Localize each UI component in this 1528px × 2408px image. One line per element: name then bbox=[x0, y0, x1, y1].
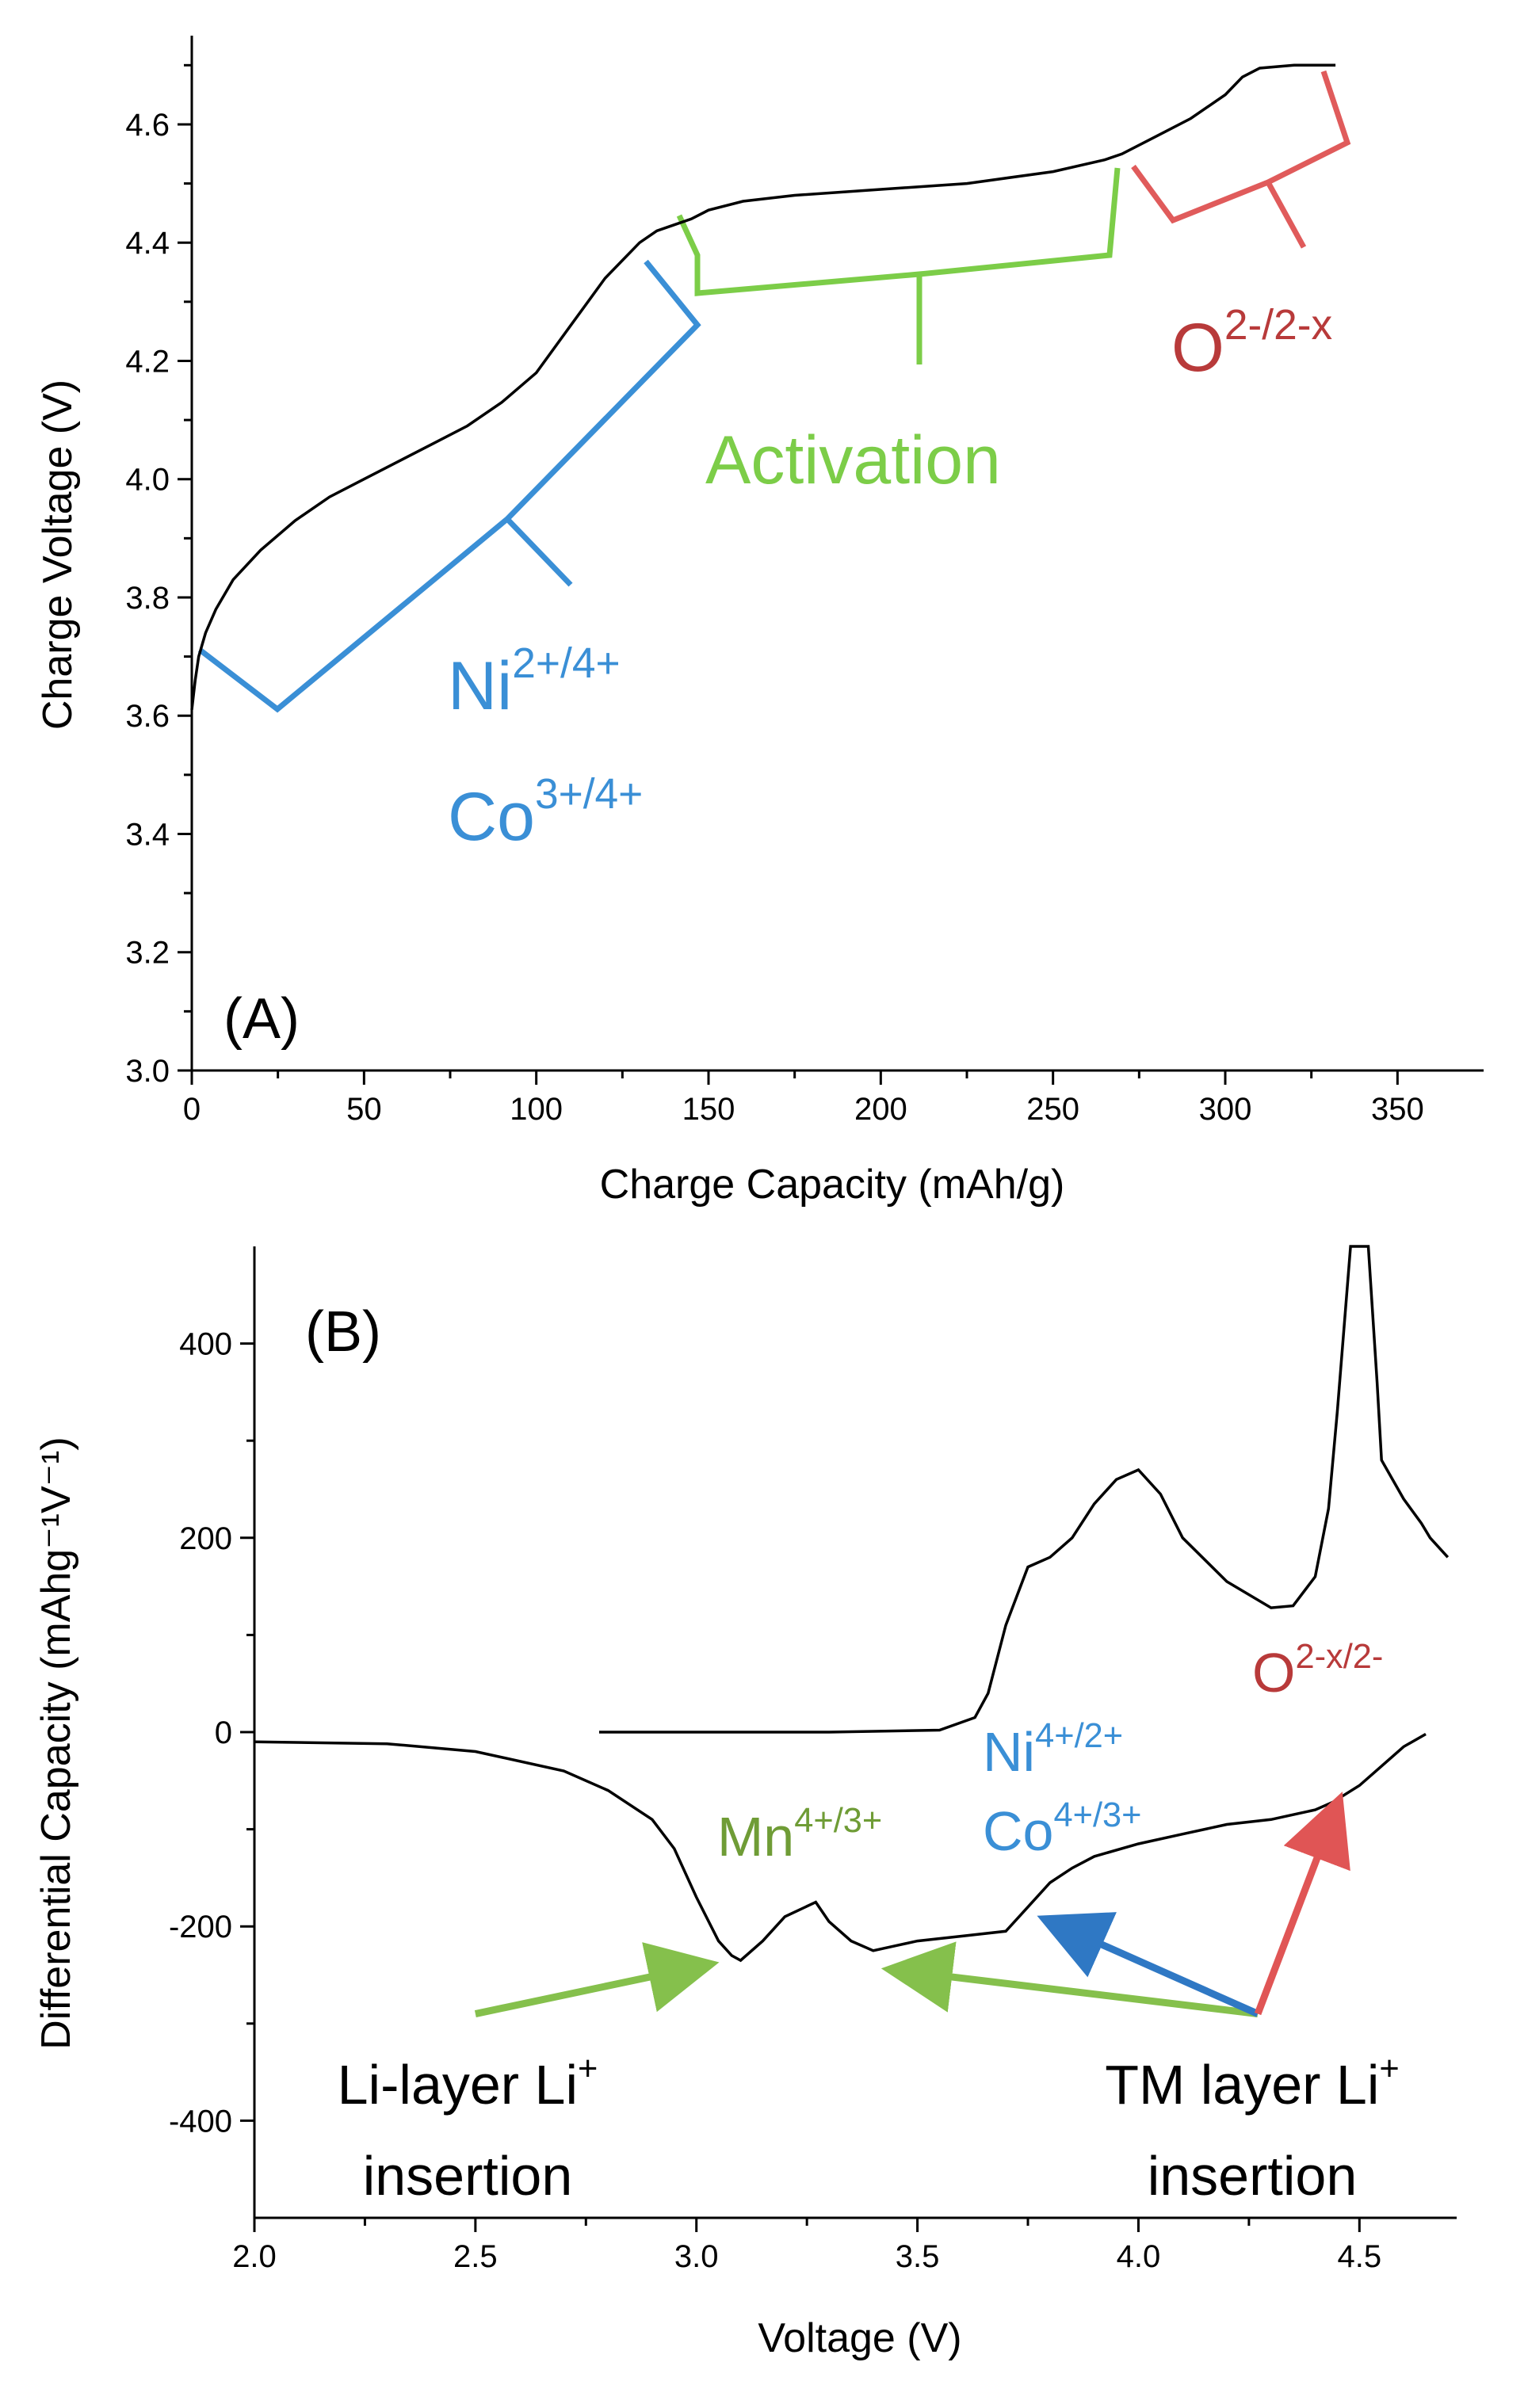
panel-a-x-tick-label: 300 bbox=[1199, 1092, 1252, 1127]
activation-brace bbox=[676, 167, 1121, 364]
panel-a-x-tick-label: 100 bbox=[510, 1092, 563, 1127]
panel-b-ticks bbox=[240, 1342, 1361, 2232]
panel-a-y-tick-label: 3.8 bbox=[125, 581, 170, 616]
tm-layer-label: TM layer Li+ bbox=[1105, 2050, 1400, 2116]
activation-label: Activation bbox=[705, 422, 1001, 498]
panel-b-label: (B) bbox=[305, 1300, 381, 1364]
ni-label-b: Ni4+/2+ bbox=[983, 1717, 1123, 1783]
panel-a-y-tick-label: 3.2 bbox=[125, 936, 170, 971]
li-layer-insertion-label: insertion bbox=[363, 2145, 573, 2207]
panel-a-y-tick-label: 4.0 bbox=[125, 463, 170, 498]
li-layer-label: Li-layer Li+ bbox=[338, 2050, 598, 2116]
panel-a-x-tick-label: 150 bbox=[682, 1092, 735, 1127]
panel-a-tick-labels: 0 50 100 150 200 250 300 350 3.0 3.2 3.4 3.6 3.8 4.0 4… bbox=[125, 108, 1423, 1127]
tm-to-mn-arrow bbox=[881, 1941, 1259, 2018]
panel-a-x-tick-label: 350 bbox=[1371, 1092, 1424, 1127]
co-label-b: Co4+/3+ bbox=[983, 1796, 1141, 1862]
panel-b-y-tick-label: -200 bbox=[169, 1910, 232, 1944]
panel-a-y-label: Charge Voltage (V) bbox=[35, 380, 81, 730]
panel-b-tick-labels: 2.0 2.5 3.0 3.5 4.0 4.5 -400 -200 0 200 400 bbox=[169, 1327, 1381, 2274]
panel-a-x-tick-label: 200 bbox=[854, 1092, 907, 1127]
panel-a-y-tick-label: 4.6 bbox=[125, 108, 170, 143]
panel-a-x-label: Charge Capacity (mAh/g) bbox=[600, 1162, 1065, 1208]
panel-a-x-tick-label: 50 bbox=[346, 1092, 382, 1127]
panel-b-x-tick-label: 2.5 bbox=[453, 2239, 498, 2274]
panel-b-y-tick-label: -400 bbox=[169, 2104, 232, 2139]
panel-b-x-tick-label: 2.0 bbox=[232, 2239, 277, 2274]
panel-b-y-tick-label: 400 bbox=[179, 1327, 232, 1362]
panel-a-y-tick-label: 3.0 bbox=[125, 1054, 170, 1089]
panel-a-x-tick-label: 250 bbox=[1026, 1092, 1079, 1127]
tm-to-oxygen-arrow bbox=[1254, 1792, 1350, 2016]
charge-dqdv-curve bbox=[599, 1245, 1450, 1734]
panel-a-label: (A) bbox=[223, 987, 300, 1051]
ni-co-brace bbox=[197, 259, 701, 713]
panel-b-y-label: Differential Capacity (mAhg⁻¹V⁻¹) bbox=[33, 1437, 79, 2050]
panel-a-x-tick-label: 0 bbox=[183, 1092, 201, 1127]
panel-a-y-tick-label: 4.4 bbox=[125, 226, 170, 261]
co-label-a: Co3+/4+ bbox=[448, 771, 643, 855]
oxygen-brace bbox=[1131, 70, 1351, 249]
mn-label: Mn4+/3+ bbox=[717, 1802, 882, 1868]
panel-b-x-label: Voltage (V) bbox=[758, 2315, 961, 2361]
tm-to-nico-arrow bbox=[1037, 1912, 1259, 2017]
panel-b-chart: 2.0 2.5 3.0 3.5 4.0 4.5 -400 -200 0 200 400 (B) Mn… bbox=[33, 1245, 1457, 2361]
charge-curve bbox=[190, 63, 1336, 711]
panel-b-x-tick-label: 3.0 bbox=[674, 2239, 719, 2274]
panel-b-x-tick-label: 4.5 bbox=[1337, 2239, 1381, 2274]
panel-a-y-tick-label: 4.2 bbox=[125, 344, 170, 379]
discharge-dqdv-curve bbox=[254, 1732, 1427, 1963]
panel-b-x-tick-label: 4.0 bbox=[1117, 2239, 1161, 2274]
panel-a-y-tick-label: 3.4 bbox=[125, 817, 170, 852]
o-label-b: O2-x/2- bbox=[1252, 1638, 1383, 1704]
oxygen-label: O2-/2-x bbox=[1171, 302, 1333, 386]
panel-a-y-tick-label: 3.6 bbox=[125, 699, 170, 734]
panel-b-x-tick-label: 3.5 bbox=[896, 2239, 940, 2274]
panel-b-y-tick-label: 200 bbox=[179, 1521, 232, 1556]
panel-a-chart: 0 50 100 150 200 250 300 350 3.0 3.2 3.4 3.6 3.8 4.0 4… bbox=[35, 36, 1484, 1208]
panel-a-ticks bbox=[178, 63, 1399, 1085]
panel-b-y-tick-label: 0 bbox=[215, 1715, 232, 1750]
li-layer-arrow bbox=[474, 1942, 720, 2017]
ni-label-a: Ni2+/4+ bbox=[448, 640, 621, 724]
tm-layer-insertion-label: insertion bbox=[1148, 2145, 1358, 2207]
